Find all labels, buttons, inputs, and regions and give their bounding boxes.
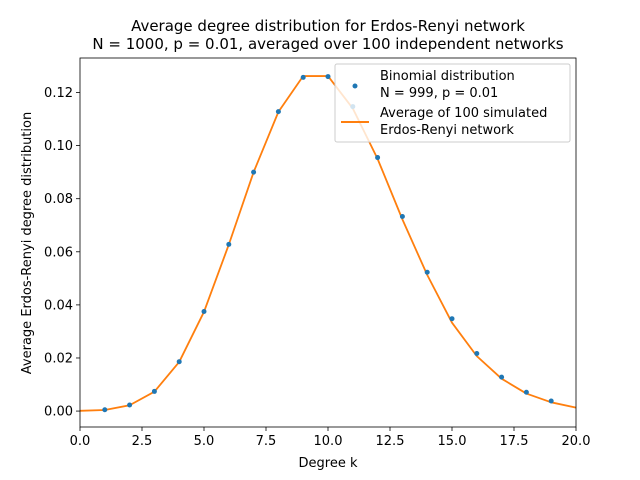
y-tick-label: 0.08 [44,192,73,207]
data-point-binomial [424,269,430,275]
data-point-binomial [176,359,182,365]
y-tick-label: 0.06 [44,245,73,260]
y-tick-label: 0.10 [44,139,73,154]
x-tick-label: 15.0 [438,434,467,449]
legend-label-simulated-line-2: Erdos-Renyi network [380,123,514,138]
y-tick-label: 0.04 [44,298,73,313]
axes-frame [79,57,577,428]
chart-title-line-1: Average degree distribution for Erdos-Re… [131,17,525,35]
data-point-binomial [474,350,480,356]
x-tick-label: 17.5 [500,434,529,449]
legend-label-simulated-line-1: Average of 100 simulated [380,106,547,121]
x-tick-label: 10.0 [314,434,343,449]
data-point-binomial [226,241,232,247]
data-point-binomial [548,398,554,404]
data-point-binomial [523,389,529,395]
x-tick-label: 5.0 [194,434,215,449]
x-tick-label: 12.5 [376,434,405,449]
y-axis-label: Average Erdos-Renyi degree distribution [20,112,35,374]
chart-title-line-2: N = 1000, p = 0.01, averaged over 100 in… [92,35,563,53]
legend-frame [334,63,571,143]
data-point-binomial [325,74,331,80]
data-point-binomial [102,407,108,413]
y-tick-label: 0.00 [44,405,73,420]
legend: Binomial distribution N = 999, p = 0.01 … [334,63,571,143]
data-point-binomial [201,309,207,315]
legend-label-binomial-line-1: Binomial distribution [380,69,515,84]
x-tick-label: 2.5 [132,434,153,449]
data-point-binomial [151,388,157,394]
y-tick-label: 0.02 [44,351,73,366]
data-point-binomial [275,109,281,115]
x-tick-label: 0.0 [70,434,91,449]
data-point-binomial [300,74,306,80]
data-point-binomial [127,402,133,408]
data-point-binomial [375,155,381,161]
plot-area: 0.0 2.5 5.0 7.5 10.0 12.5 15.0 17.5 20.0 0.00 0.02… [44,57,591,449]
data-point-binomial [251,169,257,175]
x-axis-label: Degree k [299,456,358,471]
data-point-binomial [499,374,505,380]
legend-label-binomial-line-2: N = 999, p = 0.01 [380,86,498,101]
legend-scatter-marker [352,83,358,89]
x-tick-label: 20.0 [562,434,591,449]
x-tick-label: 7.5 [256,434,277,449]
data-point-binomial [449,316,455,322]
y-tick-label: 0.12 [44,86,73,101]
data-point-binomial [399,213,405,219]
